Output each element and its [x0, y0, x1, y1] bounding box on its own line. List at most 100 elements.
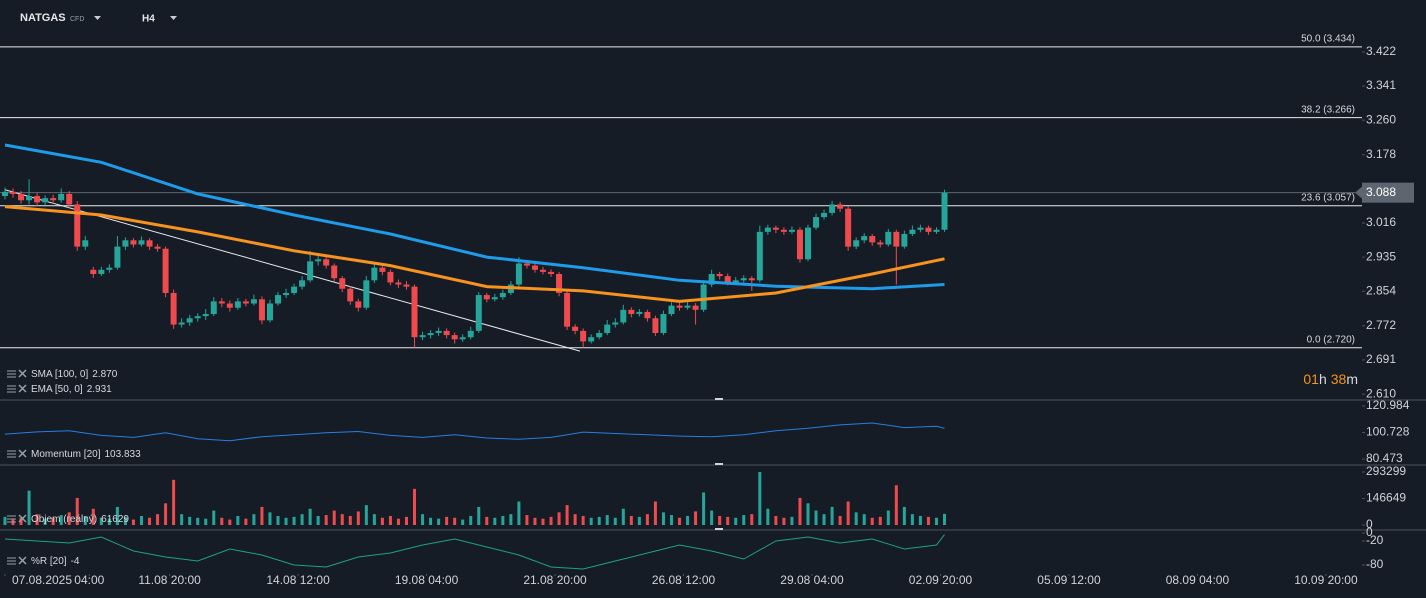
volume-bar: [493, 517, 497, 526]
volume-bar: [404, 516, 408, 526]
candle-body: [636, 311, 643, 315]
candle-body: [114, 246, 121, 268]
candle-body: [837, 204, 844, 209]
volume-bar: [284, 517, 288, 526]
volume-bar: [581, 515, 585, 526]
timeframe[interactable]: H4: [142, 14, 155, 25]
volume-bar: [228, 519, 232, 526]
trendline: [4, 189, 581, 352]
volume-bar: [718, 515, 722, 526]
volume-bar: [308, 508, 312, 526]
y-tick-label: 2.691: [1366, 352, 1396, 366]
volume-bar: [830, 506, 834, 526]
volume-bar: [541, 518, 545, 526]
volume-bar: [372, 514, 376, 526]
countdown-unit: m: [1346, 371, 1358, 387]
legend-controls[interactable]: [7, 449, 27, 458]
candle-body: [772, 227, 779, 230]
volume-bar: [260, 506, 264, 526]
candle-body: [26, 196, 33, 201]
legend-controls[interactable]: [7, 369, 27, 378]
volume-bar: [123, 516, 127, 526]
price-tag: [1362, 182, 1414, 203]
volume-bar: [694, 511, 698, 526]
panel-separators: [0, 398, 1426, 531]
volume-bar: [212, 510, 216, 526]
candle-body: [700, 284, 707, 310]
candle-body: [58, 193, 65, 201]
volume-bar: [525, 515, 529, 526]
y-tick-label: 3.341: [1366, 78, 1396, 92]
candle-body: [242, 301, 249, 304]
resize-handle[interactable]: [715, 398, 723, 400]
candle-body: [435, 330, 442, 333]
fib-label: 0.0 (2.720): [1307, 334, 1355, 345]
symbol-dropdown[interactable]: [94, 16, 101, 20]
symbol[interactable]: NATGAS: [20, 12, 66, 24]
price-tag-pointer: [1355, 186, 1362, 199]
candle-body: [162, 248, 169, 293]
volume-bar: [356, 511, 360, 526]
candle-body: [684, 305, 691, 308]
moving-average: [4, 143, 945, 291]
volume-bar: [902, 506, 906, 526]
candle-body: [893, 231, 900, 247]
volume-bar: [332, 510, 336, 526]
y-tick-label: 2.854: [1366, 283, 1396, 297]
candle-body: [459, 337, 466, 340]
volume-bar: [678, 517, 682, 526]
volume-bar: [621, 508, 625, 526]
candle-body: [299, 280, 306, 287]
icon-close: [18, 369, 27, 378]
volume-bar: [750, 514, 754, 526]
legend-entry: SMA [100, 0] 2.870: [31, 369, 118, 380]
candle-body: [234, 301, 241, 308]
candle-body: [732, 280, 739, 283]
volume-bar: [597, 516, 601, 526]
candle-body: [572, 326, 579, 331]
volume-bar: [613, 517, 617, 526]
timeframe-dropdown[interactable]: [170, 16, 177, 20]
y-tick-label: 146649: [1366, 491, 1406, 505]
legend-controls[interactable]: [7, 514, 27, 523]
y-tick-label: 3.016: [1366, 215, 1396, 229]
candle-body: [941, 192, 948, 230]
resize-handle[interactable]: [715, 528, 723, 530]
candle-body: [138, 240, 145, 245]
candle-body: [347, 288, 354, 302]
resize-handle[interactable]: [715, 463, 723, 465]
volume-bar: [461, 519, 465, 526]
candle-body: [395, 282, 402, 285]
candle-body: [170, 292, 177, 325]
legend-controls[interactable]: [7, 384, 27, 393]
candle-body: [66, 193, 73, 205]
volume-bar: [196, 517, 200, 526]
countdown-minutes: 38: [1331, 371, 1347, 387]
legend-value: 103.833: [104, 449, 141, 460]
volume-bar: [878, 516, 882, 526]
volume-bar: [453, 517, 457, 526]
volume-bar: [934, 517, 938, 526]
volume-bar: [782, 517, 786, 526]
volume-bar: [894, 485, 898, 526]
y-tick-label: 3.260: [1366, 112, 1396, 126]
candle-body: [202, 314, 209, 317]
plot-layer: 3.422 3.341 3.260 3.178 3.016 2.935 2.854 2.772…: [0, 33, 1414, 587]
candle-body: [355, 301, 362, 308]
volume-bar: [244, 518, 248, 526]
candle-body: [829, 204, 836, 213]
volume-bar: [300, 514, 304, 526]
volume-bar: [204, 518, 208, 526]
candle-body: [90, 269, 97, 274]
x-tick-label: 29.08 04:00: [780, 573, 844, 587]
volume-bar: [838, 515, 842, 526]
volume-bar: [669, 515, 673, 526]
candle-body: [756, 231, 763, 281]
volume-bar: [814, 510, 818, 526]
legend-controls[interactable]: [7, 556, 27, 565]
volume-bar: [83, 515, 87, 526]
volume-bar: [188, 516, 192, 526]
volume-bar: [509, 514, 513, 526]
candle-body: [403, 284, 410, 287]
candle-body: [379, 267, 386, 272]
